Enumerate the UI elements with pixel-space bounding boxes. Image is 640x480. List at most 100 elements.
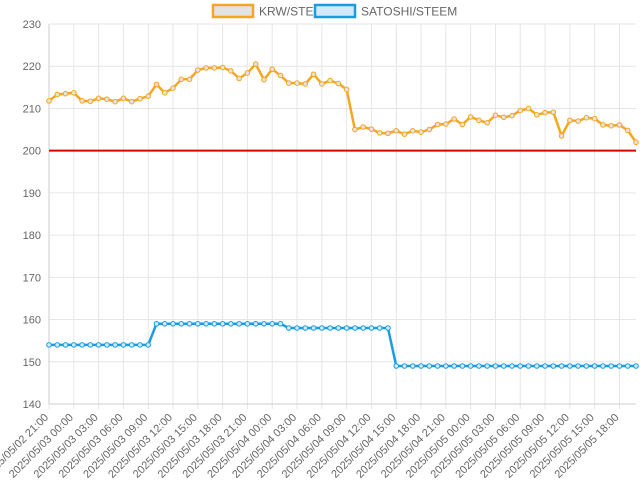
data-point [385,325,391,331]
data-point [112,342,118,348]
series-line [49,322,636,368]
y-tick-label: 210 [23,103,41,115]
data-point [294,325,300,331]
data-point [211,65,218,71]
series-layer [46,61,639,369]
data-point [467,114,474,120]
legend-swatch [313,3,357,19]
data-point [319,81,325,87]
data-point [236,320,242,327]
data-point [203,65,209,71]
data-point [443,121,449,127]
data-point [178,320,185,327]
data-point [616,122,623,128]
data-point [244,70,251,76]
data-point [128,342,135,348]
data-point [285,325,292,331]
data-point [476,117,482,124]
data-point [591,363,598,369]
data-point [104,96,110,102]
data-point [219,320,226,327]
data-point [567,117,573,124]
legend[interactable]: KRW/STEEM SATOSHI/STEEM [211,3,457,19]
data-point [591,115,598,122]
data-point [509,363,515,369]
data-point [616,363,623,369]
data-point [600,122,606,128]
data-point [145,342,152,348]
data-point [608,122,614,129]
data-point [335,325,342,331]
data-point [252,320,259,327]
y-tick-label: 140 [23,399,41,411]
data-point [195,67,201,73]
data-point [558,363,565,369]
data-point [178,76,185,83]
data-point [426,363,433,369]
data-point [277,320,284,327]
data-point [409,128,416,134]
data-point [459,363,466,369]
data-point [62,90,69,97]
data-point [550,109,557,116]
data-point [608,363,614,369]
legend-swatch [211,3,255,19]
data-point [352,325,358,331]
data-point [409,363,416,369]
data-point [624,363,631,369]
y-tick-label: 220 [23,61,41,73]
data-point [170,85,176,91]
legend-item-krw-steem[interactable]: KRW/STEEM [211,3,331,19]
data-point [153,320,160,327]
data-point [509,112,515,119]
series-krw-steem [46,61,639,146]
data-point [343,86,350,93]
data-point [277,72,284,79]
data-point [451,116,457,122]
data-point [186,320,193,327]
data-point [170,320,176,327]
data-point [401,363,408,369]
data-point [236,75,242,82]
data-point [137,95,143,102]
legend-label: SATOSHI/STEEM [361,5,457,19]
y-tick-label: 150 [23,357,41,369]
data-point [269,66,276,72]
data-point [360,325,366,331]
data-point [228,320,234,327]
data-point [418,129,424,135]
data-point [418,363,424,369]
data-point [492,112,499,118]
data-point [476,363,482,369]
data-point [352,126,358,133]
data-point [95,342,102,348]
data-point [186,76,193,83]
series-satoshi-steem [46,320,639,369]
data-point [294,80,300,86]
data-point [376,325,383,331]
legend-label: KRW/STEEM [259,5,331,19]
data-point [79,98,85,104]
data-point [368,325,375,331]
data-point [95,95,102,102]
y-tick-label: 230 [23,19,41,31]
data-point [393,363,400,369]
data-point [46,342,52,348]
y-tick-label: 190 [23,188,41,200]
data-point [517,363,524,369]
data-point [558,133,565,139]
data-point [624,127,631,134]
data-point [567,363,573,369]
data-point [393,128,400,134]
data-point [583,363,590,369]
data-point [500,114,507,121]
data-point [161,90,168,96]
data-point [310,71,317,78]
y-tick-label: 170 [23,272,41,284]
series-line [48,62,638,143]
data-point [434,363,441,369]
legend-item-satoshi-steem[interactable]: SATOSHI/STEEM [313,3,457,19]
data-point [542,363,548,369]
data-point [335,80,342,87]
